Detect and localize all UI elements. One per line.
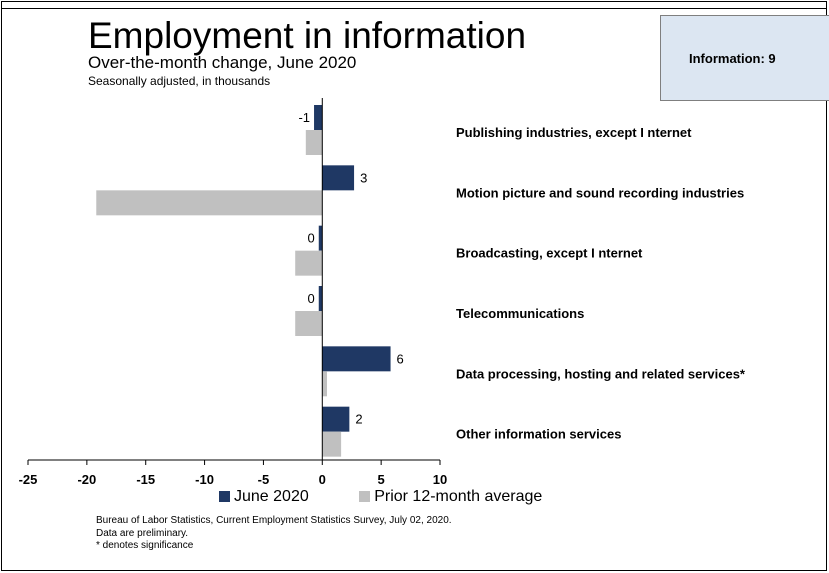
footnote-preliminary: Data are preliminary. [96, 527, 189, 539]
category-label: Data processing, hosting and related ser… [456, 366, 746, 381]
bar-june-2020 [314, 105, 323, 130]
category-label: Publishing industries, except I nternet [456, 125, 692, 140]
info-box: Information: 9 [660, 15, 829, 101]
legend-item-june-2020: June 2020 [219, 488, 313, 505]
category-label: Other information services [456, 427, 621, 442]
data-label: 2 [355, 412, 362, 427]
bar-prior-average [322, 371, 327, 397]
category-label: Motion picture and sound recording indus… [456, 185, 744, 200]
bar-prior-average [305, 130, 323, 155]
x-tick-label: 10 [433, 472, 447, 487]
footnotes: Bureau of Labor Statistics, Current Empl… [96, 515, 452, 553]
x-tick-label: -25 [19, 472, 38, 487]
legend-label-june-2020: June 2020 [234, 488, 309, 505]
bar-prior-average [295, 311, 323, 336]
bar-june-2020 [322, 406, 350, 432]
category-label: Broadcasting, except I nternet [456, 246, 643, 261]
legend-swatch-prior-average [359, 491, 371, 502]
info-box-text: Information: 9 [689, 51, 776, 66]
bar-prior-average [295, 250, 323, 276]
x-tick-label: 5 [378, 472, 385, 487]
bar-prior-average [96, 190, 323, 216]
x-tick-label: -15 [136, 472, 155, 487]
legend-label-prior-average: Prior 12-month average [374, 488, 543, 505]
bar-june-2020 [322, 346, 391, 372]
chart-title: Employment in information [88, 15, 527, 56]
data-label: -1 [298, 110, 310, 125]
legend: June 2020 Prior 12-month average [219, 488, 542, 506]
x-tick-label: -10 [195, 472, 214, 487]
bar-june-2020 [318, 225, 323, 251]
x-tick-label: 0 [319, 472, 326, 487]
x-tick-label: -5 [258, 472, 270, 487]
legend-item-prior-average: Prior 12-month average [359, 488, 542, 505]
footnote-significance: * denotes significance [96, 540, 194, 551]
x-tick-label: -20 [77, 472, 96, 487]
legend-swatch-june-2020 [219, 491, 230, 502]
chart-units-note: Seasonally adjusted, in thousands [88, 74, 271, 88]
chart-subtitle: Over-the-month change, June 2020 [88, 53, 357, 72]
bar-june-2020 [318, 286, 323, 311]
category-label: Telecommunications [456, 306, 584, 321]
footnote-source: Bureau of Labor Statistics, Current Empl… [96, 515, 452, 526]
bar-prior-average [322, 431, 342, 457]
top-divider [2, 8, 826, 9]
data-label: 3 [360, 170, 367, 185]
data-label: 0 [308, 231, 315, 246]
data-label: 6 [397, 351, 404, 366]
data-label: 0 [308, 291, 315, 306]
bar-june-2020 [322, 165, 355, 191]
